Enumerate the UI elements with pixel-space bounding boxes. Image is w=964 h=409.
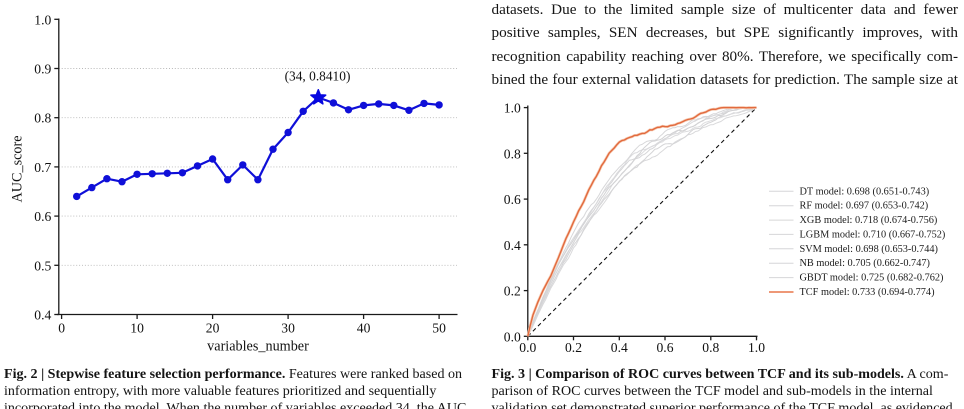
svg-text:RF model: 0.697 (0.653-0.742): RF model: 0.697 (0.653-0.742) — [800, 201, 929, 212]
svg-text:0.0: 0.0 — [504, 329, 521, 344]
svg-text:XGB model: 0.718 (0.674-0.756): XGB model: 0.718 (0.674-0.756) — [800, 215, 938, 226]
svg-text:0.9: 0.9 — [34, 62, 51, 77]
svg-text:0.8: 0.8 — [702, 340, 719, 355]
svg-text:1.0: 1.0 — [34, 12, 51, 27]
svg-text:30: 30 — [281, 321, 295, 336]
svg-text:0.8: 0.8 — [34, 111, 51, 126]
svg-text:LGBM model: 0.710 (0.667-0.752: LGBM model: 0.710 (0.667-0.752) — [800, 229, 946, 240]
svg-text:1.0: 1.0 — [504, 101, 521, 116]
svg-text:0.4: 0.4 — [611, 340, 628, 355]
svg-text:10: 10 — [130, 321, 144, 336]
svg-text:0.6: 0.6 — [34, 209, 51, 224]
svg-text:0.2: 0.2 — [504, 284, 521, 299]
svg-text:20: 20 — [206, 321, 220, 336]
svg-text:40: 40 — [357, 321, 371, 336]
svg-text:0.6: 0.6 — [657, 340, 674, 355]
svg-text:SVM model: 0.698 (0.653-0.744): SVM model: 0.698 (0.653-0.744) — [800, 244, 938, 255]
svg-text:TCF model: 0.733 (0.694-0.774): TCF model: 0.733 (0.694-0.774) — [800, 287, 935, 298]
svg-text:AUC_score: AUC_score — [10, 136, 26, 203]
svg-text:0: 0 — [58, 321, 65, 336]
svg-text:0.2: 0.2 — [565, 340, 582, 355]
svg-text:1.0: 1.0 — [748, 340, 765, 355]
svg-text:DT model: 0.698 (0.651-0.743): DT model: 0.698 (0.651-0.743) — [800, 186, 930, 197]
svg-text:0.7: 0.7 — [34, 160, 51, 175]
svg-text:variables_number: variables_number — [207, 339, 309, 355]
svg-text:0.5: 0.5 — [34, 258, 51, 273]
svg-text:NB model: 0.705 (0.662-0.747): NB model: 0.705 (0.662-0.747) — [800, 258, 930, 269]
svg-text:0.4: 0.4 — [34, 308, 51, 323]
svg-text:0.8: 0.8 — [504, 146, 521, 161]
svg-text:(34, 0.8410): (34, 0.8410) — [285, 69, 351, 84]
svg-text:0.4: 0.4 — [504, 238, 521, 253]
svg-text:0.6: 0.6 — [504, 192, 521, 207]
svg-text:0.0: 0.0 — [519, 340, 536, 355]
svg-text:50: 50 — [432, 321, 446, 336]
svg-text:GBDT model: 0.725 (0.682-0.762: GBDT model: 0.725 (0.682-0.762) — [800, 273, 944, 284]
